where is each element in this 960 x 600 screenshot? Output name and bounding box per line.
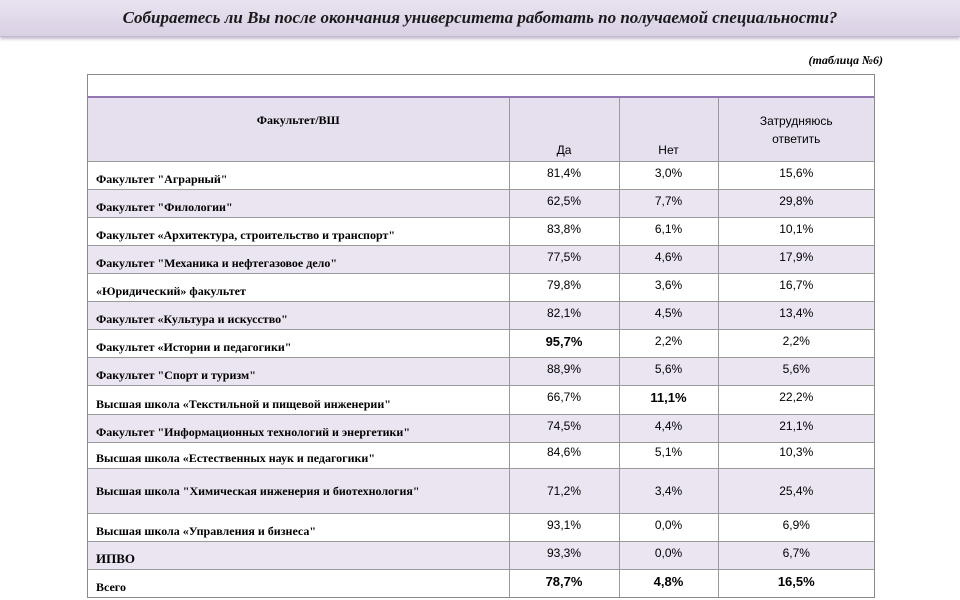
table-row: Факультет "Филологии" 62,5% 7,7% 29,8%	[88, 189, 874, 218]
table-row: Высшая школа «Управления и бизнеса" 93,1…	[88, 513, 874, 542]
row-yes-value: 81,4%	[509, 161, 620, 190]
row-unsure-value: 13,4%	[718, 301, 874, 330]
row-no-value: 4,5%	[619, 301, 719, 330]
table-row: Факультет «Архитектура, строительство и …	[88, 217, 874, 246]
row-faculty-name: Высшая школа «Текстильной и пищевой инже…	[88, 385, 510, 415]
table-row: Факультет «Истории и педагогики" 95,7% 2…	[88, 329, 874, 358]
row-no-value: 3,0%	[619, 161, 719, 190]
table-top-spacer	[88, 75, 874, 98]
page-title: Собираетесь ли Вы после окончания универ…	[122, 8, 838, 27]
row-yes-value: 88,9%	[509, 357, 620, 386]
row-faculty-name: Факультет «Архитектура, строительство и …	[88, 217, 510, 246]
row-yes-value: 82,1%	[509, 301, 620, 330]
row-no-value: 4,4%	[619, 414, 719, 443]
survey-table-container: Факультет/ВШ Да Нет Затрудняюсь ответить…	[87, 74, 875, 598]
table-row: Факультет "Аграрный" 81,4% 3,0% 15,6%	[88, 161, 874, 190]
table-row: ИПВО 93,3% 0,0% 6,7%	[88, 541, 874, 570]
table-row: Факультет "Спорт и туризм" 88,9% 5,6% 5,…	[88, 357, 874, 386]
row-unsure-value: 2,2%	[718, 329, 874, 358]
row-unsure-value: 16,5%	[718, 569, 874, 597]
row-no-value: 5,6%	[619, 357, 719, 386]
row-no-value: 2,2%	[619, 329, 719, 358]
row-no-value: 7,7%	[619, 189, 719, 218]
row-faculty-name: Факультет «Истории и педагогики"	[88, 329, 510, 358]
column-header-yes: Да	[509, 98, 620, 162]
table-number-note: (таблица №6)	[808, 53, 883, 67]
row-faculty-name: ИПВО	[88, 541, 510, 570]
column-header-no: Нет	[619, 98, 719, 162]
row-no-value: 0,0%	[619, 513, 719, 542]
table-row: Факультет «Культура и искусство" 82,1% 4…	[88, 301, 874, 330]
table-row: Факультет "Информационных технологий и э…	[88, 414, 874, 443]
row-yes-value: 71,2%	[509, 468, 620, 514]
row-faculty-name: Факультет "Спорт и туризм"	[88, 357, 510, 386]
row-faculty-name: Факультет "Механика и нефтегазовое дело"	[88, 245, 510, 274]
row-faculty-name: Всего	[88, 569, 510, 597]
row-no-value: 3,6%	[619, 273, 719, 302]
column-header-faculty: Факультет/ВШ	[88, 98, 510, 162]
row-yes-value: 79,8%	[509, 273, 620, 302]
column-header-unsure-line1: Затрудняюсь	[759, 113, 833, 128]
table-row: Высшая школа "Химическая инженерия и био…	[88, 468, 874, 514]
row-yes-value: 93,1%	[509, 513, 620, 542]
row-unsure-value: 21,1%	[718, 414, 874, 443]
survey-table: Факультет/ВШ Да Нет Затрудняюсь ответить…	[88, 98, 874, 597]
row-unsure-value: 15,6%	[718, 161, 874, 190]
row-no-value: 4,8%	[619, 569, 719, 597]
row-faculty-name: Факультет "Информационных технологий и э…	[88, 414, 510, 443]
table-row: Высшая школа «Естественных наук и педаго…	[88, 442, 874, 469]
row-unsure-value: 17,9%	[718, 245, 874, 274]
table-row: Факультет "Механика и нефтегазовое дело"…	[88, 245, 874, 274]
row-no-value: 3,4%	[619, 468, 719, 514]
row-faculty-name: Факультет «Культура и искусство"	[88, 301, 510, 330]
row-faculty-name: «Юридический» факультет	[88, 273, 510, 302]
row-faculty-name: Высшая школа «Управления и бизнеса"	[88, 513, 510, 542]
row-yes-value: 66,7%	[509, 385, 620, 415]
table-row: «Юридический» факультет 79,8% 3,6% 16,7%	[88, 273, 874, 302]
row-faculty-name: Высшая школа "Химическая инженерия и био…	[88, 468, 510, 514]
row-unsure-value: 25,4%	[718, 468, 874, 514]
row-faculty-name: Факультет "Филологии"	[88, 189, 510, 218]
row-yes-value: 84,6%	[509, 442, 620, 469]
row-yes-value: 93,3%	[509, 541, 620, 570]
table-row-total: Всего 78,7% 4,8% 16,5%	[88, 569, 874, 597]
column-header-unsure: Затрудняюсь ответить	[718, 98, 874, 162]
row-no-value: 6,1%	[619, 217, 719, 246]
row-unsure-value: 6,9%	[718, 513, 874, 542]
table-row: Высшая школа «Текстильной и пищевой инже…	[88, 385, 874, 415]
row-unsure-value: 16,7%	[718, 273, 874, 302]
row-unsure-value: 29,8%	[718, 189, 874, 218]
row-unsure-value: 10,3%	[718, 442, 874, 469]
row-yes-value: 83,8%	[509, 217, 620, 246]
row-unsure-value: 5,6%	[718, 357, 874, 386]
row-no-value: 5,1%	[619, 442, 719, 469]
header-bar: Собираетесь ли Вы после окончания универ…	[0, 0, 960, 37]
row-no-value: 11,1%	[619, 385, 719, 415]
row-yes-value: 95,7%	[509, 329, 620, 358]
column-header-unsure-line2: ответить	[772, 131, 821, 146]
row-no-value: 4,6%	[619, 245, 719, 274]
row-yes-value: 62,5%	[509, 189, 620, 218]
row-unsure-value: 10,1%	[718, 217, 874, 246]
row-unsure-value: 22,2%	[718, 385, 874, 415]
row-yes-value: 78,7%	[509, 569, 620, 597]
row-yes-value: 77,5%	[509, 245, 620, 274]
row-faculty-name: Факультет "Аграрный"	[88, 161, 510, 190]
row-no-value: 0,0%	[619, 541, 719, 570]
row-unsure-value: 6,7%	[718, 541, 874, 570]
row-faculty-name: Высшая школа «Естественных наук и педаго…	[88, 442, 510, 469]
row-yes-value: 74,5%	[509, 414, 620, 443]
table-header-row: Факультет/ВШ Да Нет Затрудняюсь ответить	[88, 98, 874, 162]
